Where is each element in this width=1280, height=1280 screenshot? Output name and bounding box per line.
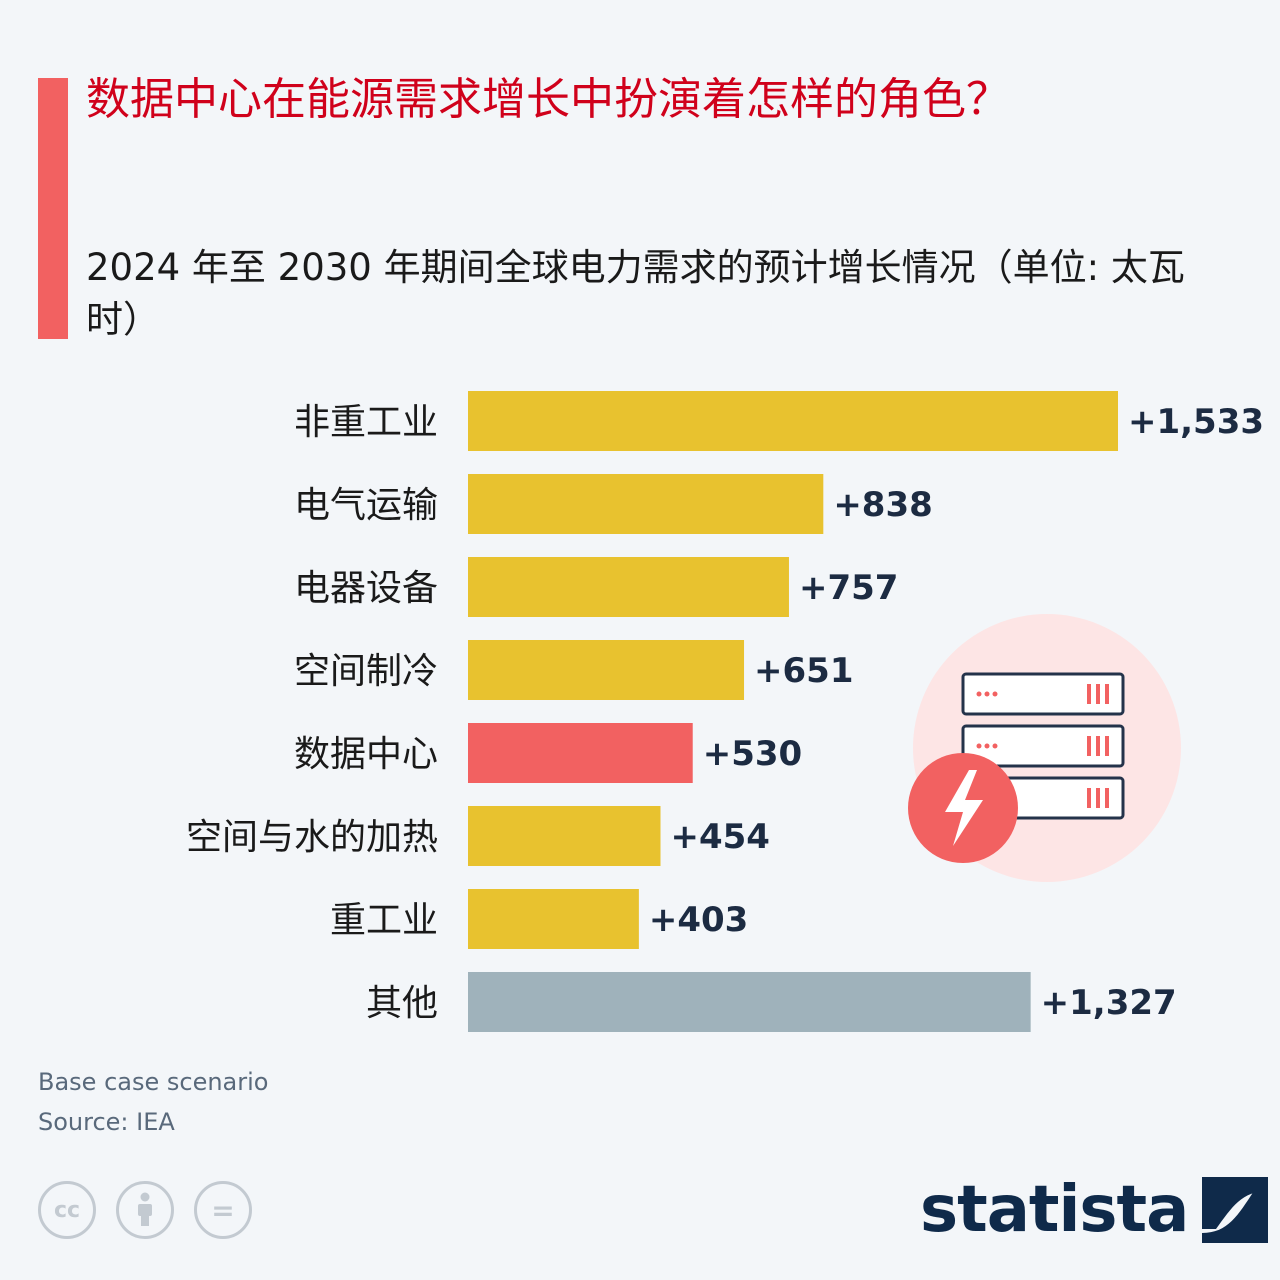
value-label: +651: [754, 651, 853, 691]
chart-subtitle: 2024 年至 2030 年期间全球电力需求的预计增长情况（单位: 太瓦时）: [86, 242, 1236, 346]
bar-7: [468, 889, 639, 949]
cc-icon-text: cc: [54, 1198, 80, 1223]
no-derivatives-icon[interactable]: =: [194, 1181, 252, 1239]
bar-4: [468, 640, 744, 700]
source-note: Source: IEA: [38, 1108, 175, 1136]
value-label: +403: [649, 900, 748, 940]
value-label: +1,533: [1128, 402, 1264, 442]
bar-3: [468, 557, 789, 617]
category-label: 空间与水的加热: [186, 817, 438, 858]
cc-icon[interactable]: cc: [38, 1181, 96, 1239]
bar-1: [468, 391, 1118, 451]
statista-logo[interactable]: statista: [920, 1170, 1268, 1250]
category-label: 重工业: [330, 900, 438, 941]
scenario-note: Base case scenario: [38, 1068, 268, 1096]
value-label: +1,327: [1041, 983, 1177, 1023]
category-label: 电器设备: [294, 568, 438, 609]
value-label: +838: [833, 485, 932, 525]
category-label: 空间制冷: [294, 651, 438, 692]
chart-title: 数据中心在能源需求增长中扮演着怎样的角色？: [86, 70, 1246, 130]
category-label: 电气运输: [294, 485, 438, 526]
bar-5: [468, 723, 693, 783]
value-label: +454: [670, 817, 769, 857]
value-label: +530: [703, 734, 802, 774]
statista-logo-text: statista: [920, 1173, 1188, 1247]
statista-logo-mark: [1202, 1177, 1268, 1243]
person-glyph: [133, 1192, 157, 1228]
server-power-icon: [905, 612, 1195, 902]
bar-6: [468, 806, 660, 866]
accent-bar: [38, 78, 68, 339]
nd-icon-text: =: [211, 1194, 234, 1227]
category-label: 非重工业: [294, 402, 438, 443]
value-label: +757: [799, 568, 898, 608]
category-label: 数据中心: [294, 734, 438, 775]
attribution-icon[interactable]: [116, 1181, 174, 1239]
category-label: 其他: [366, 983, 438, 1024]
bar-2: [468, 474, 823, 534]
bar-8: [468, 972, 1031, 1032]
